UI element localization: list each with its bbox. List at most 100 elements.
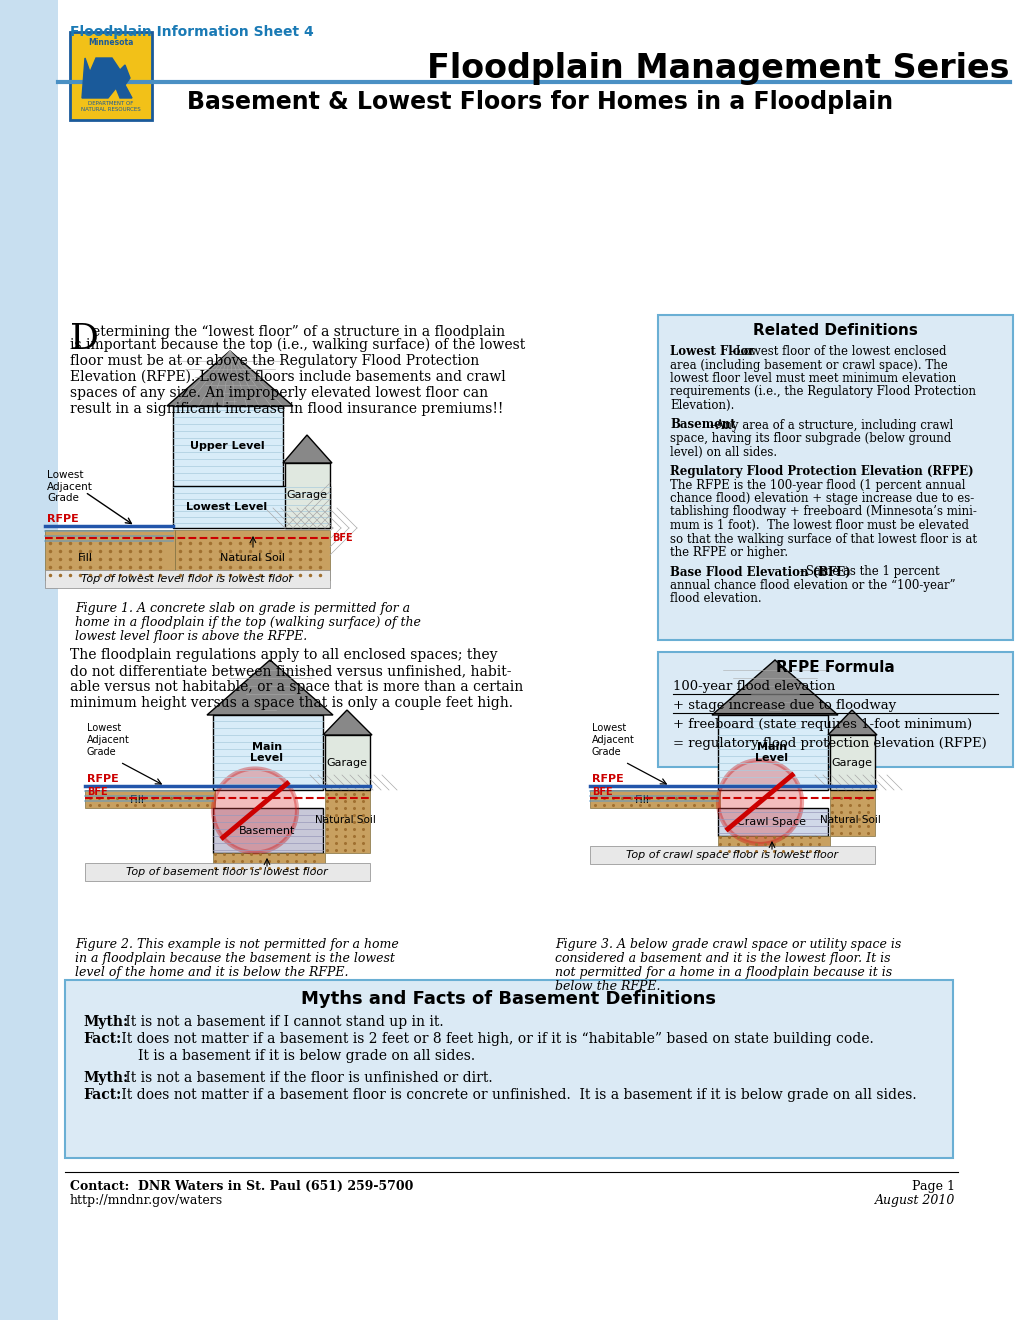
Text: Page 1: Page 1 [911, 1180, 954, 1193]
Bar [45, 531, 175, 579]
Text: BFE: BFE [87, 787, 108, 797]
Bar [829, 735, 874, 789]
Text: Contact:  DNR Waters in St. Paul (651) 259-5700: Contact: DNR Waters in St. Paul (651) 25… [70, 1180, 413, 1193]
Polygon shape [207, 660, 332, 715]
Text: It does not matter if a basement floor is concrete or unfinished.  It is a basem: It does not matter if a basement floor i… [117, 1088, 916, 1102]
Text: Main
Level: Main Level [755, 742, 788, 763]
Text: able versus not habitable, or a space that is more than a certain: able versus not habitable, or a space th… [70, 680, 523, 694]
Text: Related Definitions: Related Definitions [752, 323, 917, 338]
Polygon shape [323, 710, 372, 735]
Bar [589, 846, 874, 865]
Text: RFPE: RFPE [87, 774, 118, 784]
Text: BFE: BFE [331, 533, 353, 543]
Text: DEPARTMENT OF
NATURAL RESOURCES: DEPARTMENT OF NATURAL RESOURCES [82, 102, 141, 112]
Bar [45, 570, 330, 587]
Text: Base Flood Elevation (BFE): Base Flood Elevation (BFE) [669, 565, 850, 578]
Text: The floodplain regulations apply to all enclosed spaces; they: The floodplain regulations apply to all … [70, 648, 497, 663]
Text: Natural Soil: Natural Soil [314, 814, 375, 825]
Text: Garage: Garage [830, 758, 871, 768]
Bar [213, 808, 323, 853]
Bar [70, 32, 152, 120]
Text: Top of lowest level floor is lowest floor: Top of lowest level floor is lowest floo… [81, 574, 292, 583]
Text: Fill: Fill [129, 795, 145, 805]
Bar [0, 0, 58, 1320]
Text: It is not a basement if I cannot stand up in it.: It is not a basement if I cannot stand u… [121, 1015, 443, 1030]
Text: area (including basement or crawl space). The: area (including basement or crawl space)… [669, 359, 947, 371]
Bar [325, 735, 370, 789]
Bar [717, 715, 827, 789]
Text: the RFPE or higher.: the RFPE or higher. [669, 546, 788, 558]
Text: tablishing floodway + freeboard (Minnesota’s mini-: tablishing floodway + freeboard (Minneso… [669, 506, 976, 519]
Text: lowest level floor is above the RFPE.: lowest level floor is above the RFPE. [75, 630, 307, 643]
Text: level of the home and it is below the RFPE.: level of the home and it is below the RF… [75, 966, 348, 979]
Circle shape [717, 760, 801, 843]
Text: Main
Level: Main Level [251, 742, 283, 763]
Text: RFPE: RFPE [47, 513, 78, 524]
Text: August 2010: August 2010 [873, 1195, 954, 1206]
Text: minimum height versus a space that is only a couple feet high.: minimum height versus a space that is on… [70, 696, 513, 710]
Text: Natural Soil: Natural Soil [220, 553, 285, 564]
Text: The RFPE is the 100-year flood (1 percent annual: The RFPE is the 100-year flood (1 percen… [669, 479, 965, 491]
Bar [213, 715, 323, 789]
Text: 100-year flood elevation: 100-year flood elevation [673, 680, 835, 693]
Text: lowest floor level must meet minimum elevation: lowest floor level must meet minimum ele… [669, 372, 956, 385]
Text: Fact:: Fact: [83, 1088, 121, 1102]
Text: below the RFPE.: below the RFPE. [554, 979, 660, 993]
Text: Lowest Floor: Lowest Floor [669, 345, 754, 358]
Bar [85, 789, 215, 808]
Bar [284, 463, 330, 528]
Text: Fill: Fill [635, 795, 649, 805]
Text: spaces of any size. An improperly elevated lowest floor can: spaces of any size. An improperly elevat… [70, 385, 488, 400]
Text: Elevation (RFPE). Lowest floors include basements and crawl: Elevation (RFPE). Lowest floors include … [70, 370, 505, 384]
Text: Garage: Garage [286, 491, 327, 500]
Text: space, having its floor subgrade (below ground: space, having its floor subgrade (below … [669, 432, 951, 445]
Text: Myth:: Myth: [83, 1015, 128, 1030]
Text: home in a floodplain if the top (walking surface) of the: home in a floodplain if the top (walking… [75, 616, 421, 630]
Text: annual chance flood elevation or the “100-year”: annual chance flood elevation or the “10… [669, 579, 955, 591]
Text: requirements (i.e., the Regulatory Flood Protection: requirements (i.e., the Regulatory Flood… [669, 385, 975, 399]
Text: Natural Soil: Natural Soil [818, 814, 879, 825]
Text: do not differentiate between finished versus unfinished, habit-: do not differentiate between finished ve… [70, 664, 511, 678]
Bar [175, 531, 330, 579]
Polygon shape [827, 710, 876, 735]
Text: chance flood) elevation + stage increase due to es-: chance flood) elevation + stage increase… [669, 492, 973, 506]
Text: RFPE Formula: RFPE Formula [775, 660, 894, 675]
Text: Myth:: Myth: [83, 1071, 128, 1085]
Text: Lowest Level: Lowest Level [186, 502, 267, 512]
Text: It is not a basement if the floor is unfinished or dirt.: It is not a basement if the floor is unf… [121, 1071, 492, 1085]
Text: floor must be at or above the Regulatory Flood Protection: floor must be at or above the Regulatory… [70, 354, 479, 368]
Bar [173, 407, 282, 486]
Polygon shape [167, 351, 292, 407]
Text: not permitted for a home in a floodplain because it is: not permitted for a home in a floodplain… [554, 966, 892, 979]
Bar [85, 863, 370, 880]
Bar [213, 853, 325, 873]
Text: + stage increase due to floodway: + stage increase due to floodway [673, 700, 896, 711]
FancyBboxPatch shape [657, 652, 1012, 767]
Bar [717, 836, 829, 855]
Text: –: – [899, 465, 905, 478]
Text: Elevation).: Elevation). [669, 399, 734, 412]
Text: Lowest
Adjacent
Grade: Lowest Adjacent Grade [87, 723, 129, 756]
Text: Fill: Fill [77, 553, 93, 564]
Bar [829, 789, 874, 836]
Text: considered a basement and it is the lowest floor. It is: considered a basement and it is the lowe… [554, 952, 890, 965]
Text: Lowest
Adjacent
Grade: Lowest Adjacent Grade [47, 470, 93, 503]
Text: –Same as the 1 percent: –Same as the 1 percent [799, 565, 938, 578]
Polygon shape [282, 436, 331, 463]
Text: RFPE: RFPE [591, 774, 624, 784]
Text: Basement: Basement [669, 418, 735, 432]
Text: flood elevation.: flood elevation. [669, 593, 761, 606]
Text: Top of crawl space floor is lowest floor: Top of crawl space floor is lowest floor [626, 850, 838, 861]
Text: It is a basement if it is below grade on all sides.: It is a basement if it is below grade on… [138, 1049, 475, 1063]
Polygon shape [711, 660, 838, 715]
Text: Crawl Space: Crawl Space [737, 817, 806, 828]
Bar [589, 789, 719, 808]
Text: –Any area of a structure, including crawl: –Any area of a structure, including craw… [709, 418, 953, 432]
FancyBboxPatch shape [65, 979, 952, 1158]
Text: mum is 1 foot).  The lowest floor must be elevated: mum is 1 foot). The lowest floor must be… [669, 519, 968, 532]
Text: Figure 2. This example is not permitted for a home: Figure 2. This example is not permitted … [75, 939, 398, 950]
Text: Floodplain Information Sheet 4: Floodplain Information Sheet 4 [70, 25, 314, 40]
Polygon shape [82, 58, 131, 98]
Text: BFE: BFE [591, 787, 612, 797]
Text: = regulatory flood protection elevation (RFPE): = regulatory flood protection elevation … [673, 737, 985, 750]
